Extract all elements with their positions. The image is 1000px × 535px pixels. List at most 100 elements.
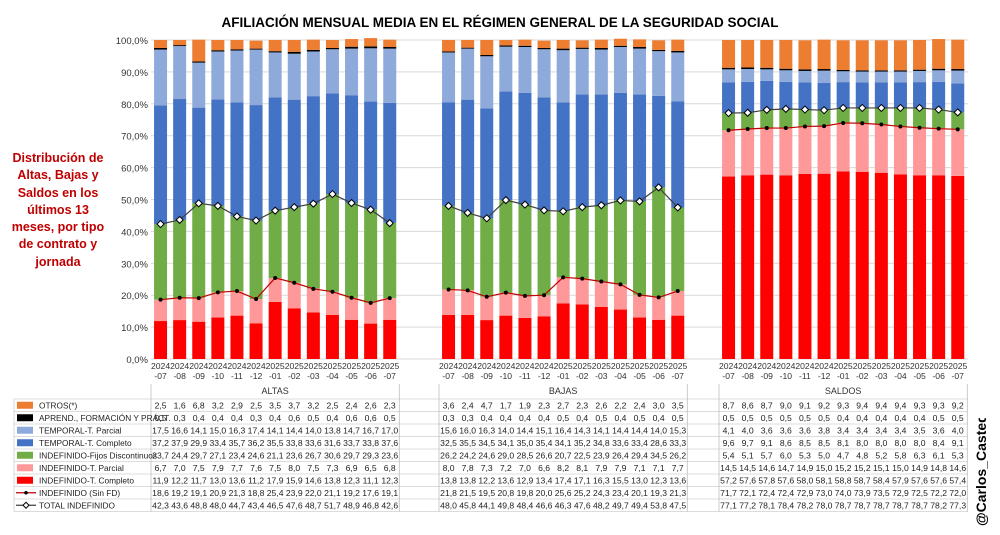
bar-segment xyxy=(173,46,187,100)
bar-segment xyxy=(556,277,570,304)
bar-segment xyxy=(671,291,685,316)
line-marker xyxy=(368,300,373,305)
line-marker xyxy=(819,105,829,115)
table-cell: 71,7 xyxy=(720,488,737,498)
table-cell: 12,2 xyxy=(478,475,495,485)
bar-segment xyxy=(556,102,570,212)
bar-segment xyxy=(306,49,320,52)
table-cell: 48,4 xyxy=(517,500,534,510)
table-cell: 14,4 xyxy=(286,425,303,435)
line-marker xyxy=(783,126,788,131)
table-cell: 26,2 xyxy=(669,450,686,460)
legend-label: INDEFINIDO (Sin FD) xyxy=(39,488,120,498)
table-cell: 57,6 xyxy=(739,475,756,485)
table-cell: 7,0 xyxy=(519,463,531,473)
bar-segment xyxy=(230,50,244,103)
table-cell: 14,6 xyxy=(758,463,775,473)
bar-segment xyxy=(211,317,225,359)
y-tick-label: 100,0% xyxy=(116,36,149,47)
bar-segment xyxy=(836,40,850,70)
bar-segment xyxy=(613,47,627,93)
table-cell: 17,1 xyxy=(574,475,591,485)
table-cell: 48,2 xyxy=(593,500,610,510)
bar-segment xyxy=(306,96,320,204)
table-cell: 19,8 xyxy=(517,488,534,498)
bar-segment xyxy=(556,48,570,51)
bar-segment xyxy=(613,284,627,310)
table-cell: 16,7 xyxy=(362,425,379,435)
table-cell: 78,0 xyxy=(816,500,833,510)
table-cell: 14,5 xyxy=(720,463,737,473)
table-cell: 0,6 xyxy=(288,413,300,423)
x-tick-label: 2025 xyxy=(592,361,611,371)
table-cell: 7,0 xyxy=(174,463,186,473)
y-tick-label: 70,0% xyxy=(121,132,148,143)
table-cell: 34,5 xyxy=(478,438,495,448)
line-marker xyxy=(578,202,587,212)
bar-segment xyxy=(537,295,551,317)
bar-segment xyxy=(364,209,378,303)
bar-segment xyxy=(779,40,793,69)
line-marker xyxy=(463,208,472,218)
table-cell: 0,4 xyxy=(481,413,493,423)
table-cell: 34,1 xyxy=(497,438,514,448)
bar-segment xyxy=(325,194,339,292)
table-cell: 0,4 xyxy=(837,413,849,423)
table-cell: 57,2 xyxy=(720,475,737,485)
bar-segment xyxy=(874,71,888,83)
x-tick-label: -04 xyxy=(326,371,339,381)
table-cell: 57,9 xyxy=(892,475,909,485)
table-cell: 8,6 xyxy=(780,438,792,448)
bar-segment xyxy=(211,99,225,206)
x-tick-label: 2024 xyxy=(477,361,496,371)
bar-segment xyxy=(461,99,475,213)
table-cell: 48,0 xyxy=(209,500,226,510)
bar-segment xyxy=(798,69,812,71)
x-tick-label: -07 xyxy=(952,371,965,381)
table-cell: 58,1 xyxy=(816,475,833,485)
bar-segment xyxy=(287,99,301,208)
table-cell: 72,4 xyxy=(777,488,794,498)
table-cell: 77,3 xyxy=(949,500,966,510)
bar-segment xyxy=(741,175,755,359)
table-cell: 21,3 xyxy=(229,488,246,498)
line-marker xyxy=(175,215,184,225)
bar-segment xyxy=(951,83,965,113)
table-cell: 19,5 xyxy=(478,488,495,498)
x-tick-label: 2025 xyxy=(929,361,948,371)
table-cell: 0,4 xyxy=(914,413,926,423)
table-cell: 72,2 xyxy=(930,488,947,498)
table-cell: 12,3 xyxy=(381,475,398,485)
line-marker xyxy=(484,294,489,299)
table-cell: 15,0 xyxy=(816,463,833,473)
x-tick-label: -01 xyxy=(557,371,570,381)
bar-segment xyxy=(613,200,627,285)
table-cell: 2,2 xyxy=(614,400,626,410)
bar-segment xyxy=(633,294,647,318)
x-tick-label: 2025 xyxy=(668,361,687,371)
table-cell: 2,4 xyxy=(634,400,646,410)
bar-segment xyxy=(932,175,946,359)
table-cell: 2,5 xyxy=(155,400,167,410)
bar-segment xyxy=(480,56,494,109)
bar-segment xyxy=(893,174,907,359)
bar-segment xyxy=(741,67,755,70)
table-cell: 16,3 xyxy=(478,425,495,435)
bar-segment xyxy=(518,204,532,296)
table-cell: 2,5 xyxy=(326,400,338,410)
bar-segment xyxy=(798,40,812,70)
table-cell: 14,3 xyxy=(574,425,591,435)
bar-segment xyxy=(249,299,263,324)
table-cell: 12,3 xyxy=(650,475,667,485)
table-cell: 36,2 xyxy=(248,438,265,448)
table-cell: 15,5 xyxy=(612,475,629,485)
table-cell: 13,0 xyxy=(631,475,648,485)
table-cell: 23,4 xyxy=(229,450,246,460)
table-cell: 6,8 xyxy=(384,463,396,473)
bar-segment xyxy=(499,40,513,46)
table-cell: 3,2 xyxy=(212,400,224,410)
table-cell: 8,1 xyxy=(576,463,588,473)
table-cell: 2,6 xyxy=(595,400,607,410)
table-cell: 35,5 xyxy=(267,438,284,448)
bar-segment xyxy=(722,113,736,131)
